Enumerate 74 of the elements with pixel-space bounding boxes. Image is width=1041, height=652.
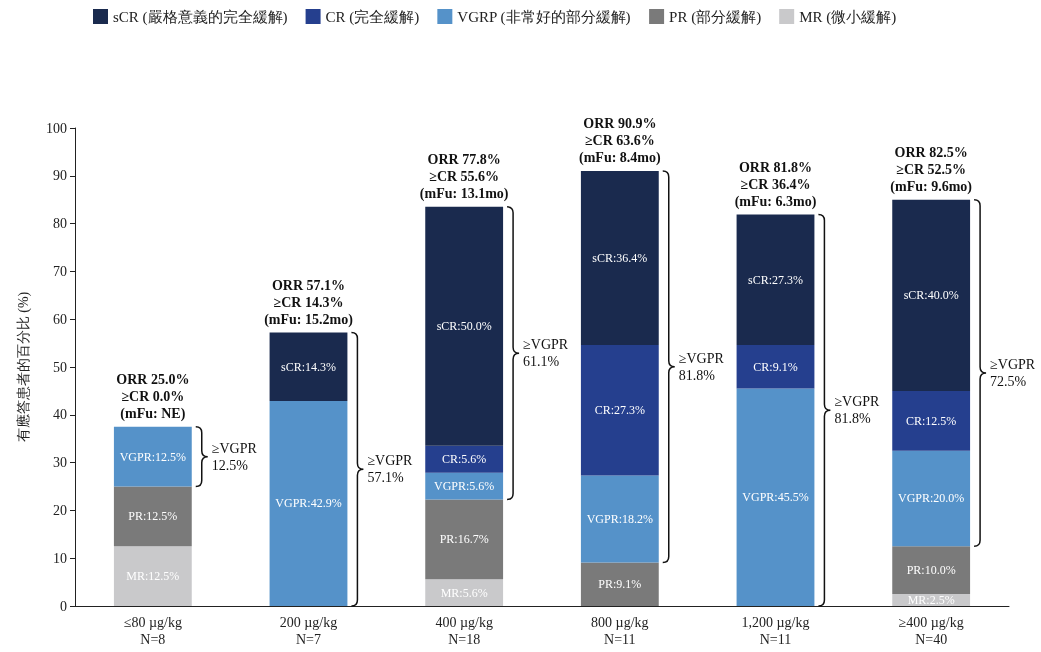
data-label: VGPR:45.5% <box>742 490 809 505</box>
legend-label: MR (微小緩解) <box>799 8 897 26</box>
y-axis-title: 有應答患者的百分比 (%) <box>15 291 32 443</box>
bar <box>113 546 192 606</box>
data-label: VGPR:5.6% <box>433 479 495 494</box>
y-tick-label: 20 <box>53 502 67 518</box>
data-label: CR:27.3% <box>594 403 646 418</box>
legend-label: PR (部分緩解) <box>669 8 762 26</box>
x-tick-label: 400 µg/kg N=18 <box>435 615 493 647</box>
annotation: ORR 25.0% ≥CR 0.0% (mFu: NE) <box>116 371 190 422</box>
data-label: CR:5.6% <box>441 452 487 467</box>
annotation: ORR 81.8% ≥CR 36.4% (mFu: 6.3mo) <box>734 159 817 210</box>
data-label: sCR:36.4% <box>592 251 648 266</box>
data-label: CR:9.1% <box>753 359 798 374</box>
y-tick-label: 50 <box>53 359 67 375</box>
legend-label: VGRP (非常好的部分緩解) <box>457 8 631 26</box>
annotation: ORR 57.1% ≥CR 14.3% (mFu: 15.2mo) <box>264 277 354 328</box>
annotation: ORR 90.9% ≥CR 63.6% (mFu: 8.4mo) <box>579 116 661 167</box>
data-label: PR:9.1% <box>598 577 642 592</box>
bar <box>580 475 659 563</box>
x-tick-label: ≥400 µg/kg N=40 <box>898 615 964 647</box>
x-tick-label: 800 µg/kg N=11 <box>591 615 649 647</box>
bar <box>425 206 504 446</box>
annotation: ≥VGPR 81.8% <box>678 350 725 383</box>
legend-label: CR (完全緩解) <box>325 8 420 26</box>
data-label: sCR:27.3% <box>747 272 804 287</box>
annotation: ORR 77.8% ≥CR 55.6% (mFu: 13.1mo) <box>419 151 509 202</box>
y-tick-label: 100 <box>46 120 67 136</box>
bar <box>892 199 971 391</box>
bar <box>425 499 504 580</box>
annotation: ≥VGPR 61.1% <box>523 337 569 370</box>
x-tick-label: 200 µg/kg N=7 <box>279 615 338 647</box>
data-label: VGPR:12.5% <box>119 449 187 464</box>
legend-label: sCR (嚴格意義的完全緩解) <box>113 8 288 26</box>
data-label: PR:10.0% <box>906 563 956 578</box>
bar <box>269 400 348 606</box>
annotation: ≥VGPR 72.5% <box>990 356 1036 389</box>
x-tick-label: ≤80 µg/kg N=8 <box>123 615 182 647</box>
data-label: sCR:14.3% <box>280 359 337 374</box>
data-label: sCR:50.0% <box>436 319 492 334</box>
y-tick-label: 30 <box>53 455 67 471</box>
data-label: PR:12.5% <box>128 509 178 524</box>
bar <box>113 486 192 547</box>
bar <box>892 390 971 451</box>
data-label: VGPR:42.9% <box>275 496 342 511</box>
bar <box>425 445 504 473</box>
annotation: ≥VGPR 57.1% <box>367 453 414 486</box>
bar <box>580 345 659 476</box>
y-tick-label: 40 <box>53 407 67 423</box>
data-label: CR:12.5% <box>905 413 957 428</box>
bar <box>580 171 659 346</box>
data-label: sCR:40.0% <box>903 288 959 303</box>
y-tick-label: 10 <box>53 550 67 566</box>
y-tick-label: 90 <box>53 168 67 184</box>
annotation: ORR 82.5% ≥CR 52.5% (mFu: 9.6mo) <box>890 144 973 195</box>
bar <box>580 562 659 606</box>
bar <box>736 345 815 389</box>
x-tick-label: 1,200 µg/kg N=11 <box>741 615 810 647</box>
bar <box>736 214 815 346</box>
bar <box>892 450 971 547</box>
bar <box>425 579 504 606</box>
y-tick-label: 70 <box>53 263 67 279</box>
data-label: VGPR:20.0% <box>897 491 965 506</box>
y-tick-label: 60 <box>53 311 67 327</box>
bar <box>736 388 815 606</box>
bar <box>113 426 192 487</box>
y-tick-label: 0 <box>60 598 67 614</box>
bar <box>269 332 348 401</box>
annotation: ≥VGPR 81.8% <box>834 394 881 427</box>
data-label: VGPR:18.2% <box>586 512 654 526</box>
data-label: PR:16.7% <box>439 532 489 547</box>
y-tick-label: 80 <box>53 216 67 232</box>
annotation: ≥VGPR 12.5% <box>211 440 258 473</box>
bar <box>892 546 971 595</box>
